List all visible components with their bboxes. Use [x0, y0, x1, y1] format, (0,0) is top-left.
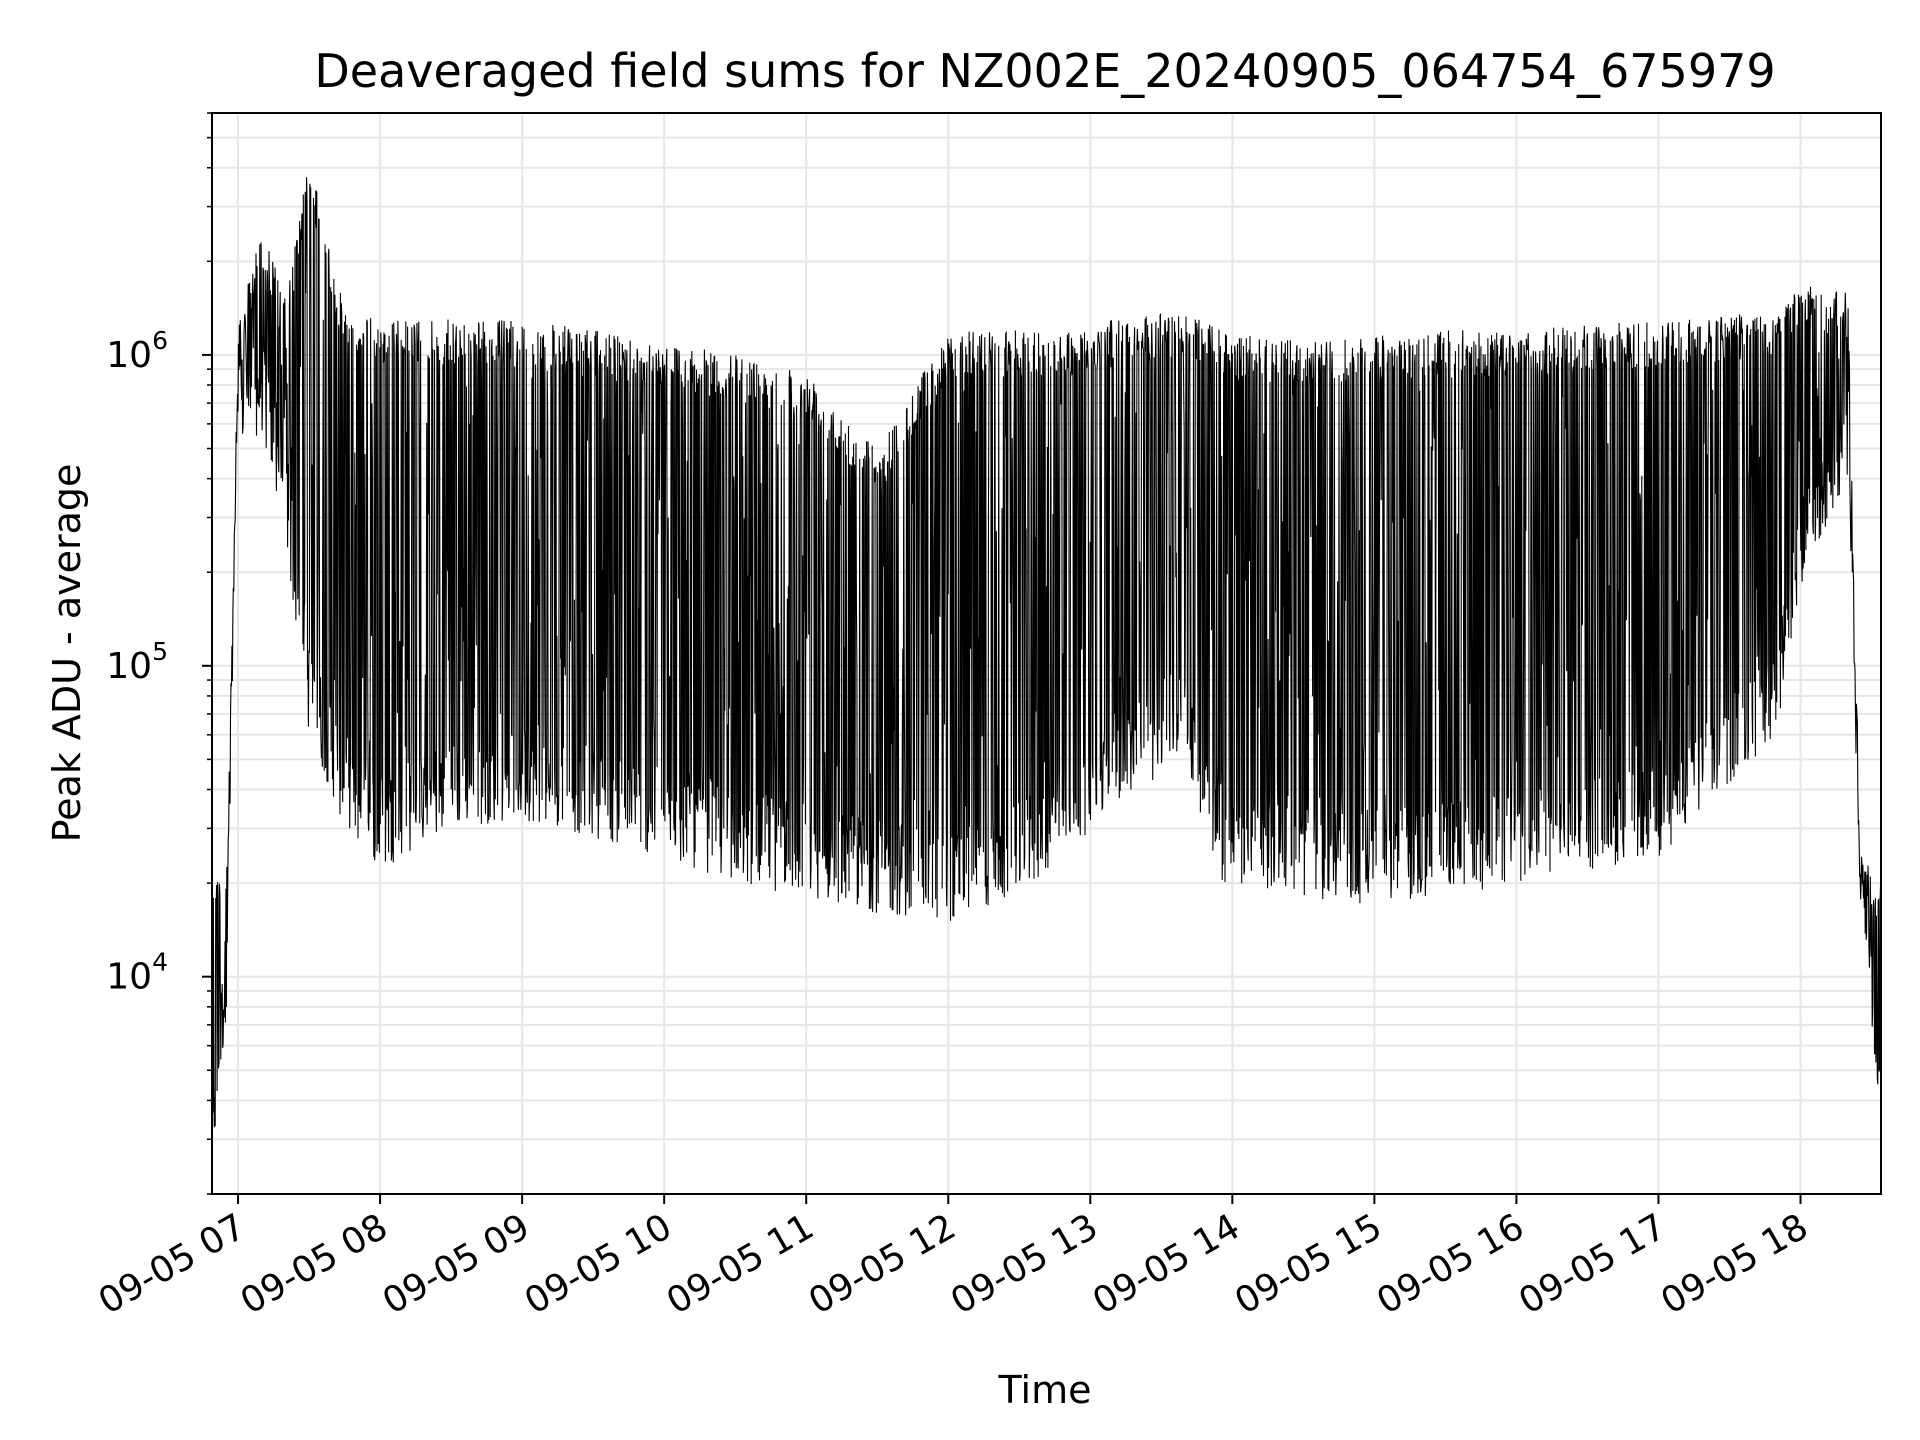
- y-tick-exponent: 4: [152, 948, 168, 977]
- y-tick-label: 105: [106, 637, 168, 687]
- y-tick-exponent: 5: [152, 637, 168, 666]
- y-tick-label: 106: [106, 326, 168, 376]
- series-trace: [211, 177, 1882, 1159]
- data-line: [211, 177, 1882, 1159]
- y-axis-label: Peak ADU - average: [45, 464, 89, 843]
- plot-frame: [211, 112, 1882, 1195]
- y-tick-base: 10: [106, 646, 152, 687]
- chart-title: Deaveraged field sums for NZ002E_2024090…: [314, 44, 1775, 98]
- y-tick-base: 10: [106, 957, 152, 998]
- y-tick-base: 10: [106, 335, 152, 376]
- y-tick-exponent: 6: [152, 326, 168, 355]
- y-tick-label: 104: [106, 948, 168, 998]
- x-axis-label: Time: [998, 1368, 1092, 1412]
